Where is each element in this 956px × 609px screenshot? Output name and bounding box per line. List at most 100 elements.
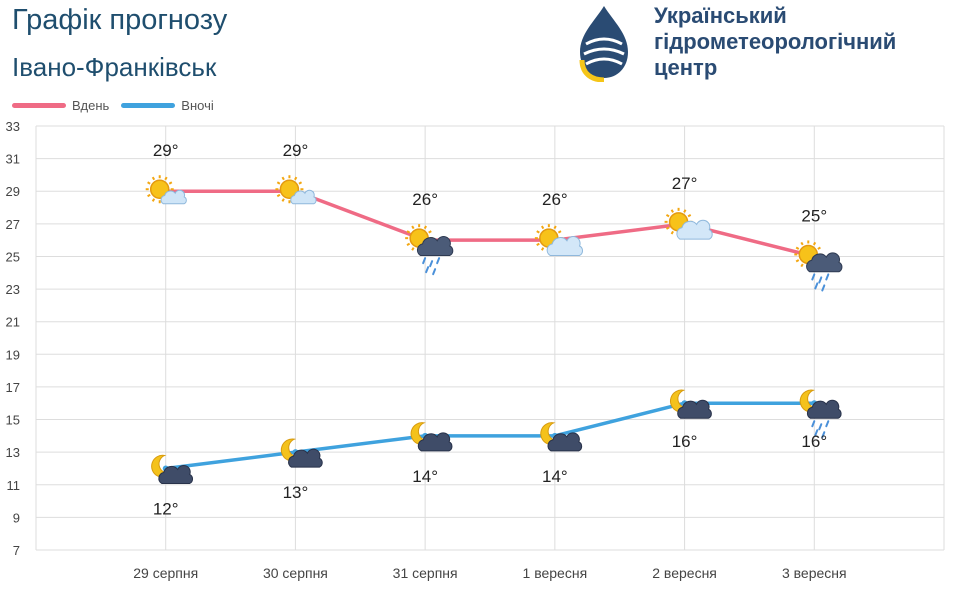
sun-ray <box>276 181 281 185</box>
day-temp-label: 29° <box>283 141 309 160</box>
sun-ray <box>164 176 168 181</box>
night-temp-label: 13° <box>283 483 309 502</box>
x-tick-label: 29 серпня <box>133 565 198 581</box>
y-tick-label: 25 <box>6 249 20 264</box>
sun-ray <box>817 246 821 250</box>
day-temp-label: 25° <box>801 206 827 225</box>
y-tick-label: 17 <box>6 380 20 395</box>
sun-ray <box>795 259 800 263</box>
org-line-3: центр <box>654 55 718 80</box>
y-tick-label: 9 <box>13 510 20 525</box>
sun-ray <box>406 242 411 247</box>
cloud-shape <box>677 399 712 419</box>
cloud-shape <box>417 432 453 452</box>
cloud-shape <box>290 189 317 205</box>
sun-ray <box>665 213 670 218</box>
sun-ray <box>406 230 411 234</box>
legend-swatch-night <box>121 102 176 108</box>
day-weather-icon <box>275 175 317 205</box>
city-name: Івано-Франківськ <box>12 52 217 82</box>
legend-label-day: Вдень <box>72 97 110 113</box>
y-tick-label: 31 <box>6 152 20 167</box>
day-weather-icon <box>664 207 713 240</box>
sun-ray <box>151 198 156 202</box>
y-tick-label: 23 <box>6 282 20 297</box>
sun-ray <box>670 209 674 213</box>
sun-ray <box>540 247 545 251</box>
legend-item-night[interactable]: Вночі <box>121 97 214 113</box>
cloud-shape <box>806 399 842 419</box>
night-weather-icon <box>799 389 842 439</box>
sun-ray <box>423 225 428 230</box>
rain-drop <box>422 257 427 265</box>
night-series-line <box>165 401 815 471</box>
sun-ray <box>536 230 540 234</box>
x-tick-label: 1 вересня <box>523 565 588 581</box>
rain-drop <box>814 282 819 290</box>
sun-ray <box>800 263 804 268</box>
legend-label-night: Вночі <box>181 97 214 113</box>
rain-drop <box>429 260 434 268</box>
cloud-shape <box>806 252 843 273</box>
x-tick-label: 31 серпня <box>393 565 458 581</box>
sun-ray <box>665 226 670 230</box>
rain-drop <box>818 276 823 284</box>
sun-ray <box>298 181 303 185</box>
org-line-1: Український <box>654 3 787 28</box>
sun-ray <box>795 246 800 250</box>
sun-disc <box>149 179 170 199</box>
sun-ray <box>147 181 151 185</box>
rain-drop <box>825 420 830 428</box>
night-weather-icon <box>540 422 583 452</box>
x-tick-label: 2 вересня <box>652 565 717 581</box>
sun-ray <box>800 241 804 246</box>
legend-swatch-day <box>12 102 66 108</box>
sun-ray <box>683 209 687 213</box>
day-temp-label: 26° <box>542 190 568 209</box>
rain-drop <box>425 266 430 274</box>
night-temp-label: 16° <box>672 432 698 451</box>
day-weather-icon <box>145 175 187 205</box>
night-temp-label: 14° <box>542 467 568 486</box>
sun-ray <box>687 213 692 218</box>
sun-ray <box>428 230 432 234</box>
sun-ray <box>557 230 562 234</box>
sun-ray <box>168 181 173 185</box>
y-tick-label: 15 <box>6 413 20 428</box>
sun-ray <box>540 225 545 230</box>
day-temp-label: 27° <box>672 174 698 193</box>
rain-drop <box>811 273 816 281</box>
org-line-2: гідрометеорологічний <box>654 29 897 54</box>
x-tick-label: 30 серпня <box>263 565 328 581</box>
rain-drop <box>436 257 441 265</box>
night-weather-icon <box>410 422 453 452</box>
sun-ray <box>670 230 674 235</box>
y-tick-label: 29 <box>6 184 20 199</box>
y-tick-label: 21 <box>6 315 20 330</box>
cloud-shape <box>676 219 713 240</box>
day-temp-label: 29° <box>153 141 179 160</box>
sun-ray <box>536 242 540 247</box>
night-temp-label: 12° <box>153 499 179 518</box>
sun-ray <box>147 193 151 198</box>
day-weather-icon <box>405 224 454 276</box>
night-weather-icon <box>151 454 193 484</box>
legend-item-day[interactable]: Вдень <box>12 98 109 113</box>
rain-drop <box>811 420 816 428</box>
sun-ray <box>281 198 285 202</box>
day-weather-icon <box>534 224 583 256</box>
y-tick-label: 33 <box>6 119 20 134</box>
night-weather-icon <box>670 389 712 419</box>
y-tick-label: 19 <box>6 347 20 362</box>
rain-drop <box>821 431 826 439</box>
chart-legend: Вдень Вночі <box>12 96 226 114</box>
y-tick-label: 11 <box>7 478 21 493</box>
sun-ray <box>411 225 415 230</box>
y-tick-label: 7 <box>13 543 20 558</box>
day-weather-icon <box>794 240 843 292</box>
rain-drop <box>821 284 826 292</box>
cloud-shape <box>160 189 187 205</box>
y-tick-label: 13 <box>6 445 20 460</box>
night-temp-label: 14° <box>412 467 438 486</box>
cloud-shape <box>288 448 323 468</box>
